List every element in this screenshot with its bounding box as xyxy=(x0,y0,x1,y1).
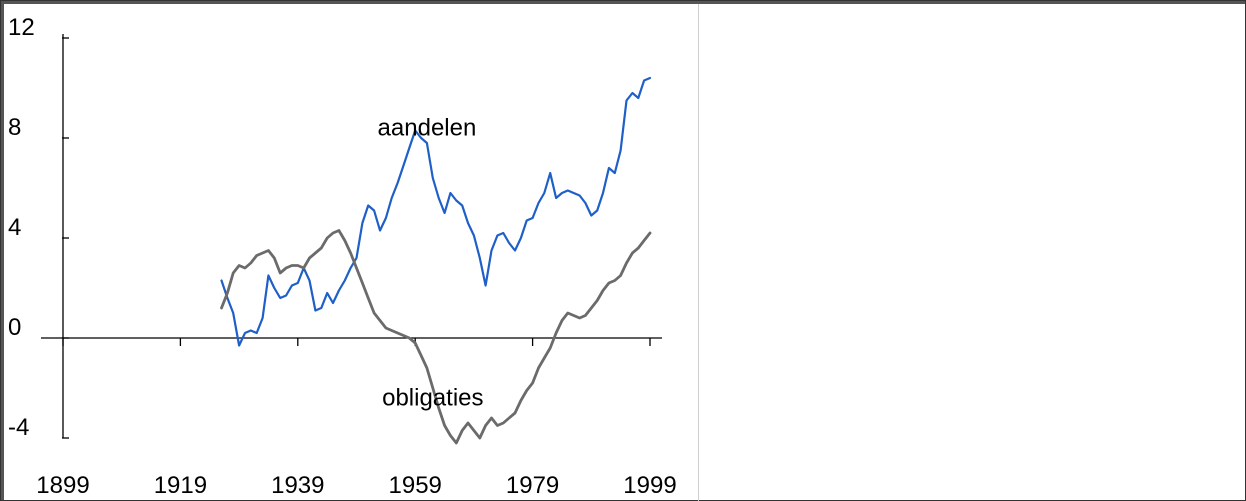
series-label-obligaties: obligaties xyxy=(382,385,483,412)
x-tick-label: 1899 xyxy=(36,472,89,499)
line-chart: -4 0 4 8 12 1899 1919 1939 1959 1979 1999 aandele… xyxy=(8,14,677,499)
x-axis: 1899 1919 1939 1959 1979 1999 xyxy=(36,337,677,499)
x-tick-label: 1999 xyxy=(623,472,676,499)
y-tick-label: 4 xyxy=(8,214,21,241)
x-tick-label: 1939 xyxy=(271,472,324,499)
series-line-obligaties xyxy=(220,229,652,445)
series-layer xyxy=(220,76,652,445)
series-line-aandelen xyxy=(220,76,652,347)
chart-container: -4 0 4 8 12 1899 1919 1939 1959 1979 1999 aandele… xyxy=(4,4,699,501)
y-tick-label: 0 xyxy=(8,314,21,341)
x-tick-label: 1919 xyxy=(154,472,207,499)
x-tick-label: 1959 xyxy=(389,472,442,499)
series-label-aandelen: aandelen xyxy=(378,115,477,142)
x-tick-label: 1979 xyxy=(506,472,559,499)
y-tick-label: 12 xyxy=(8,14,35,41)
y-axis: -4 0 4 8 12 xyxy=(8,14,69,441)
y-tick-label: 8 xyxy=(8,114,21,141)
y-tick-label: -4 xyxy=(8,414,29,441)
annotation-layer: aandelen obligaties xyxy=(378,115,484,412)
